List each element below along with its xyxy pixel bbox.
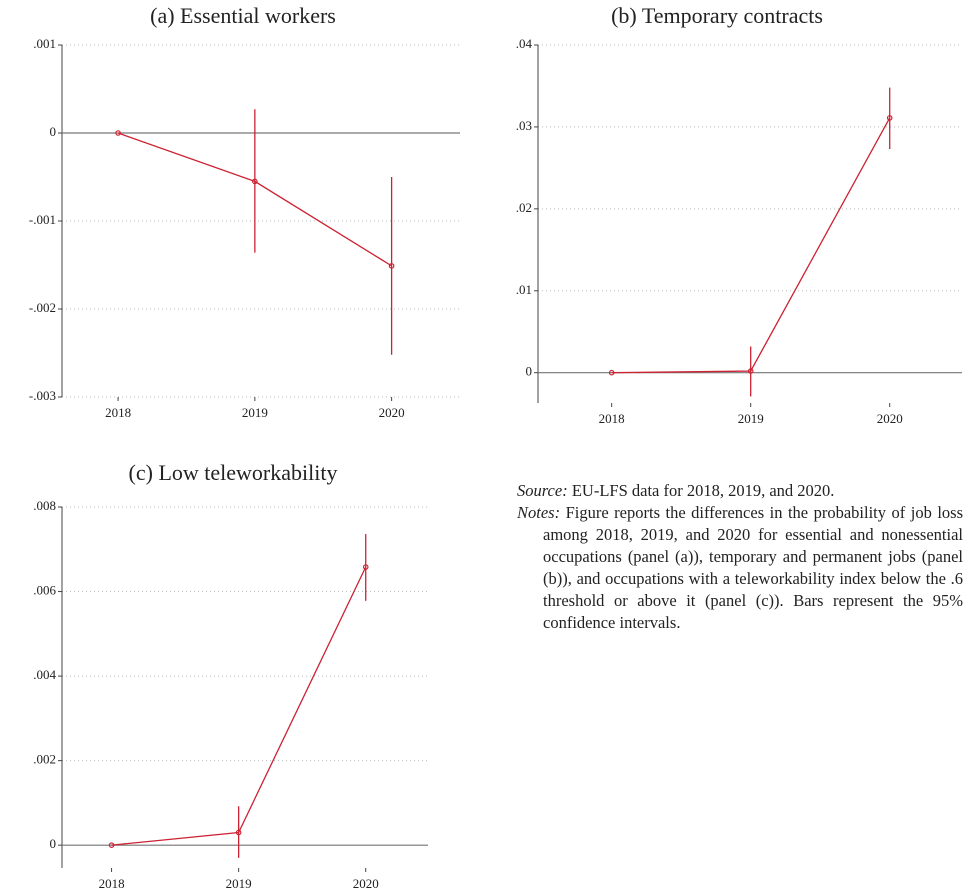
y-tick-label: .04 bbox=[516, 36, 533, 51]
y-tick-label: .002 bbox=[33, 752, 56, 767]
x-tick-label: 2018 bbox=[99, 876, 125, 891]
data-line bbox=[111, 566, 367, 846]
y-tick-label: 0 bbox=[50, 836, 57, 851]
y-tick-label: .01 bbox=[516, 282, 532, 297]
y-tick-label: .006 bbox=[33, 583, 56, 598]
chart-title: (b) Temporary contracts bbox=[611, 3, 823, 28]
y-tick-label: 0 bbox=[50, 124, 57, 139]
x-tick-label: 2019 bbox=[242, 405, 268, 420]
notes-block: Source: EU-LFS data for 2018, 2019, and … bbox=[517, 480, 963, 634]
data-point bbox=[362, 564, 369, 570]
y-tick-label: .001 bbox=[33, 36, 56, 51]
data-point bbox=[886, 115, 893, 121]
notes-text: Figure reports the differences in the pr… bbox=[543, 503, 963, 632]
data-point bbox=[108, 842, 115, 848]
chart-title: (a) Essential workers bbox=[150, 3, 336, 28]
x-tick-label: 2020 bbox=[353, 876, 379, 891]
chart-title: (c) Low teleworkability bbox=[129, 460, 338, 485]
data-line bbox=[611, 117, 891, 374]
source-label: Source: bbox=[517, 481, 568, 500]
data-point bbox=[747, 368, 754, 374]
x-tick-label: 2020 bbox=[877, 411, 903, 426]
y-tick-label: .004 bbox=[33, 667, 56, 682]
data-point bbox=[388, 263, 395, 269]
y-tick-label: 0 bbox=[526, 364, 533, 379]
y-tick-label: .008 bbox=[33, 498, 56, 513]
notes-line: Notes: Figure reports the differences in… bbox=[517, 502, 963, 634]
source-line: Source: EU-LFS data for 2018, 2019, and … bbox=[517, 480, 963, 502]
x-tick-label: 2018 bbox=[599, 411, 625, 426]
data-point bbox=[115, 130, 121, 136]
y-tick-label: -.001 bbox=[29, 212, 56, 227]
data-point bbox=[252, 178, 258, 185]
x-tick-label: 2019 bbox=[738, 411, 764, 426]
y-tick-label: .03 bbox=[516, 118, 532, 133]
data-point bbox=[235, 829, 242, 836]
x-tick-label: 2018 bbox=[105, 405, 131, 420]
x-tick-label: 2020 bbox=[379, 405, 405, 420]
data-point bbox=[608, 369, 615, 376]
y-tick-label: -.003 bbox=[29, 388, 56, 403]
y-tick-label: -.002 bbox=[29, 300, 56, 315]
notes-label: Notes: bbox=[517, 503, 561, 522]
x-tick-label: 2019 bbox=[226, 876, 252, 891]
source-text: EU-LFS data for 2018, 2019, and 2020. bbox=[571, 481, 835, 500]
y-tick-label: .02 bbox=[516, 200, 532, 215]
